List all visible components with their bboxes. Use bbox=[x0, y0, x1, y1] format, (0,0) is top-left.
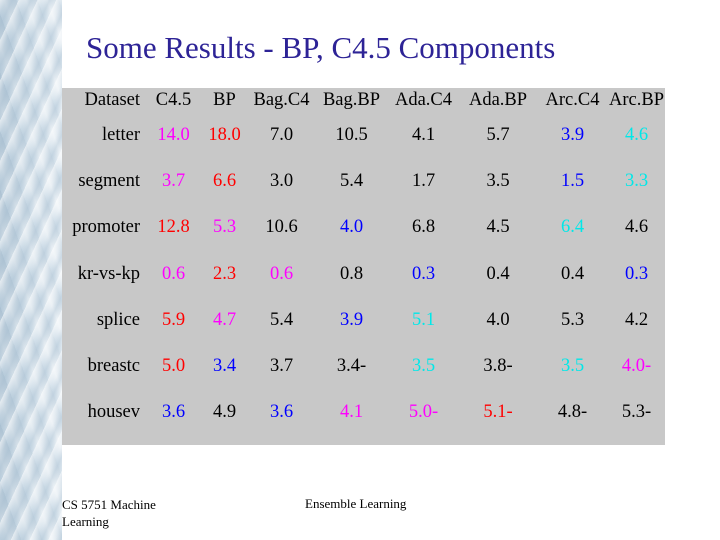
cell-value: 5.1- bbox=[483, 402, 513, 423]
cell-value: 3.5 bbox=[486, 170, 510, 191]
table-row: promoter 12.8 5.3 10.6 4.0 6.8 4.5 6.4 4… bbox=[62, 205, 665, 251]
cell-value: 4.6 bbox=[624, 124, 649, 145]
cell-value: 6.4 bbox=[560, 217, 585, 238]
cell-value: 4.6 bbox=[624, 217, 649, 238]
cell-value: 0.4 bbox=[560, 263, 585, 284]
cell-value: 3.7 bbox=[269, 356, 294, 377]
cell-value: 3.5 bbox=[560, 356, 585, 377]
marble-sidebar-decoration bbox=[0, 0, 62, 540]
dataset-name: housev bbox=[87, 402, 140, 423]
table-row: breastc 5.0 3.4 3.7 3.4- 3.5 3.8- 3.5 4.… bbox=[62, 343, 665, 389]
header-bag-c4: Bag.C4 bbox=[253, 89, 310, 110]
cell-value: 5.3 bbox=[212, 217, 237, 238]
cell-value: 3.8- bbox=[483, 356, 513, 377]
header-dataset: Dataset bbox=[84, 89, 140, 110]
table-header-row: Dataset C4.5 BP Bag.C4 Bag.BP Ada.C4 Ada… bbox=[62, 88, 665, 112]
cell-value: 5.0 bbox=[161, 356, 186, 377]
cell-value: 5.7 bbox=[486, 124, 510, 145]
cell-value: 2.3 bbox=[212, 263, 237, 284]
footer-topic: Ensemble Learning bbox=[305, 496, 407, 511]
header-arc-c4: Arc.C4 bbox=[545, 89, 600, 110]
dataset-name: splice bbox=[96, 309, 140, 330]
cell-value: 1.7 bbox=[411, 170, 436, 191]
results-table: Dataset C4.5 BP Bag.C4 Bag.BP Ada.C4 Ada… bbox=[62, 88, 665, 436]
table-row: segment 3.7 6.6 3.0 5.4 1.7 3.5 1.5 3.3 bbox=[62, 158, 665, 204]
footer-course-name: CS 5751 Machine Learning bbox=[62, 497, 156, 529]
header-ada-c4: Ada.C4 bbox=[394, 89, 453, 110]
cell-value: 3.9 bbox=[339, 309, 364, 330]
header-arc-bp: Arc.BP bbox=[609, 89, 664, 110]
cell-value: 0.6 bbox=[269, 263, 294, 284]
cell-value: 3.6 bbox=[269, 402, 294, 423]
header-ada-bp: Ada.BP bbox=[468, 89, 528, 110]
cell-value: 5.1 bbox=[411, 309, 436, 330]
table-row: housev 3.6 4.9 3.6 4.1 5.0- 5.1- 4.8- 5.… bbox=[62, 390, 665, 436]
cell-value: 10.6 bbox=[265, 217, 298, 238]
cell-value: 18.0 bbox=[208, 124, 241, 145]
cell-value: 3.5 bbox=[411, 356, 436, 377]
cell-value: 0.3 bbox=[411, 263, 436, 284]
cell-value: 4.8- bbox=[557, 402, 588, 423]
cell-value: 4.9 bbox=[212, 402, 237, 423]
table-row: splice 5.9 4.7 5.4 3.9 5.1 4.0 5.3 4.2 bbox=[62, 297, 665, 343]
dataset-name: letter bbox=[101, 124, 140, 145]
header-c45: C4.5 bbox=[155, 89, 192, 110]
dataset-name: segment bbox=[78, 170, 140, 191]
cell-value: 4.0 bbox=[339, 217, 364, 238]
cell-value: 5.9 bbox=[161, 309, 186, 330]
results-table-panel: Dataset C4.5 BP Bag.C4 Bag.BP Ada.C4 Ada… bbox=[62, 88, 665, 445]
header-bag-bp: Bag.BP bbox=[322, 89, 381, 110]
cell-value: 4.7 bbox=[212, 309, 237, 330]
cell-value: 3.9 bbox=[560, 124, 585, 145]
cell-value: 0.4 bbox=[486, 263, 510, 284]
cell-value: 6.8 bbox=[411, 217, 436, 238]
table-row: letter 14.0 18.0 7.0 10.5 4.1 5.7 3.9 4.… bbox=[62, 112, 665, 158]
dataset-name: promoter bbox=[72, 217, 140, 238]
cell-value: 7.0 bbox=[269, 124, 294, 145]
cell-value: 4.5 bbox=[486, 217, 510, 238]
cell-value: 6.6 bbox=[212, 170, 237, 191]
cell-value: 3.6 bbox=[161, 402, 186, 423]
cell-value: 0.6 bbox=[161, 263, 186, 284]
cell-value: 4.0- bbox=[621, 356, 652, 377]
cell-value: 3.3 bbox=[624, 170, 649, 191]
cell-value: 4.1 bbox=[411, 124, 436, 145]
cell-value: 5.0- bbox=[408, 402, 439, 423]
header-bp: BP bbox=[213, 89, 236, 110]
cell-value: 5.3- bbox=[621, 402, 652, 423]
cell-value: 1.5 bbox=[560, 170, 585, 191]
cell-value: 5.3 bbox=[560, 309, 585, 330]
cell-value: 3.7 bbox=[161, 170, 186, 191]
cell-value: 3.0 bbox=[269, 170, 294, 191]
dataset-name: breastc bbox=[87, 356, 140, 377]
cell-value: 14.0 bbox=[157, 124, 190, 145]
cell-value: 10.5 bbox=[335, 124, 368, 145]
cell-value: 5.4 bbox=[339, 170, 364, 191]
cell-value: 12.8 bbox=[157, 217, 190, 238]
dataset-name: kr-vs-kp bbox=[77, 263, 140, 284]
cell-value: 3.4- bbox=[336, 356, 367, 377]
table-row: kr-vs-kp 0.6 2.3 0.6 0.8 0.3 0.4 0.4 0.3 bbox=[62, 251, 665, 297]
cell-value: 0.3 bbox=[624, 263, 649, 284]
cell-value: 4.2 bbox=[624, 309, 649, 330]
slide-title: Some Results - BP, C4.5 Components bbox=[86, 30, 556, 65]
cell-value: 5.4 bbox=[269, 309, 294, 330]
cell-value: 4.0 bbox=[486, 309, 510, 330]
cell-value: 4.1 bbox=[339, 402, 364, 423]
cell-value: 0.8 bbox=[339, 263, 364, 284]
cell-value: 3.4 bbox=[212, 356, 237, 377]
